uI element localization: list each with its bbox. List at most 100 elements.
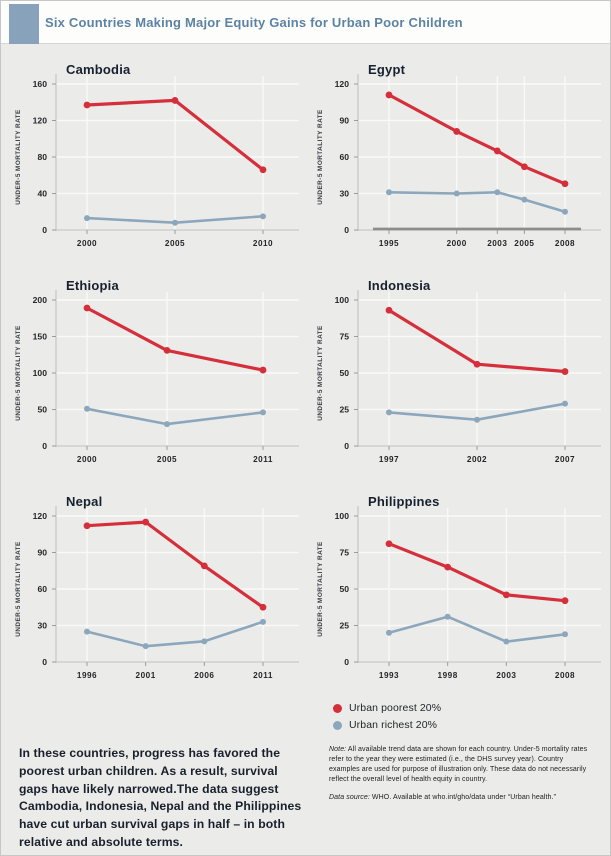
svg-text:2005: 2005: [165, 239, 185, 248]
data-point: [503, 638, 510, 645]
data-point: [385, 306, 393, 314]
svg-text:100: 100: [33, 368, 48, 378]
data-point: [259, 366, 267, 374]
svg-text:90: 90: [37, 548, 47, 558]
svg-text:60: 60: [339, 152, 349, 162]
chart-svg-nepal: Nepal UNDER-5 MORTALITY RATE 0 30 60 90 120 199…: [15, 494, 299, 680]
series-line-richest: [85, 620, 265, 648]
svg-text:80: 80: [37, 152, 47, 162]
svg-text:0: 0: [344, 225, 349, 235]
data-point: [386, 409, 392, 416]
svg-text:Indonesia: Indonesia: [368, 278, 431, 293]
data-point: [502, 591, 510, 599]
data-point: [164, 421, 170, 428]
footer: In these countries, progress has favored…: [1, 731, 610, 852]
svg-text:2000: 2000: [77, 239, 97, 248]
data-point: [561, 597, 569, 605]
chart-ethiopia: Ethiopia UNDER-5 MORTALITY RATE 0 50 100 150 2…: [10, 276, 302, 482]
svg-text:2003: 2003: [496, 671, 516, 680]
svg-text:UNDER-5 MORTALITY RATE: UNDER-5 MORTALITY RATE: [317, 325, 324, 421]
data-point: [561, 180, 569, 188]
data-point: [386, 189, 392, 196]
svg-text:150: 150: [33, 332, 48, 342]
data-point: [562, 400, 568, 407]
chart-svg-cambodia: Cambodia UNDER-5 MORTALITY RATE 0 40 80 120 16…: [15, 62, 299, 248]
data-point: [453, 128, 461, 135]
data-point: [260, 409, 266, 416]
data-point: [83, 522, 91, 530]
data-point: [385, 91, 393, 99]
svg-text:2002: 2002: [467, 455, 487, 464]
legend-label-poorest: Urban poorest 20%: [349, 702, 442, 714]
data-point: [386, 629, 392, 636]
data-point: [260, 213, 266, 220]
svg-text:1995: 1995: [379, 239, 399, 248]
page-title: Six Countries Making Major Equity Gains …: [45, 14, 463, 30]
data-point: [171, 97, 179, 104]
data-point: [84, 628, 90, 635]
svg-text:200: 200: [33, 295, 48, 305]
svg-text:0: 0: [344, 441, 349, 451]
accent-square-icon: [9, 4, 39, 44]
svg-text:2007: 2007: [555, 455, 575, 464]
svg-text:1998: 1998: [438, 671, 458, 680]
data-point: [562, 208, 568, 215]
svg-text:2008: 2008: [555, 239, 575, 248]
summary-text: In these countries, progress has favored…: [19, 746, 302, 850]
svg-text:UNDER-5 MORTALITY RATE: UNDER-5 MORTALITY RATE: [317, 109, 324, 205]
svg-text:2008: 2008: [555, 671, 575, 680]
svg-text:60: 60: [37, 584, 47, 594]
header-bar: Six Countries Making Major Equity Gains …: [1, 1, 610, 44]
svg-text:160: 160: [33, 79, 48, 89]
svg-text:2011: 2011: [253, 671, 273, 680]
data-point: [561, 368, 569, 375]
legend-item-richest: Urban richest 20%: [333, 719, 610, 731]
data-point: [84, 405, 90, 412]
svg-text:120: 120: [33, 116, 48, 126]
data-point: [84, 215, 90, 222]
svg-text:100: 100: [335, 295, 350, 305]
svg-text:Philippines: Philippines: [368, 494, 440, 509]
note-label: Note:: [329, 746, 347, 753]
source-label: Data source:: [329, 793, 370, 801]
series-line-poorest: [387, 542, 567, 603]
svg-text:50: 50: [339, 368, 349, 378]
svg-text:90: 90: [339, 116, 349, 126]
svg-text:Egypt: Egypt: [368, 62, 406, 77]
data-point: [453, 190, 460, 197]
data-point: [142, 518, 150, 526]
svg-text:2011: 2011: [253, 455, 273, 464]
data-point: [201, 638, 208, 645]
svg-text:UNDER-5 MORTALITY RATE: UNDER-5 MORTALITY RATE: [15, 541, 22, 637]
svg-text:2005: 2005: [157, 455, 177, 464]
svg-text:120: 120: [33, 511, 48, 521]
legend-dot-richest-icon: [333, 720, 342, 730]
svg-text:100: 100: [335, 511, 350, 521]
data-point: [444, 613, 451, 620]
svg-text:UNDER-5 MORTALITY RATE: UNDER-5 MORTALITY RATE: [15, 109, 22, 205]
svg-text:0: 0: [42, 657, 47, 667]
data-point: [200, 562, 208, 570]
data-point: [83, 304, 91, 312]
svg-text:40: 40: [37, 189, 47, 199]
svg-text:0: 0: [344, 657, 349, 667]
data-point: [83, 101, 91, 109]
svg-text:2000: 2000: [447, 239, 467, 248]
svg-text:Nepal: Nepal: [66, 494, 102, 509]
svg-text:30: 30: [37, 621, 47, 631]
svg-text:30: 30: [339, 189, 349, 199]
data-point: [172, 219, 178, 226]
svg-text:2010: 2010: [253, 239, 273, 248]
chart-philippines: Philippines UNDER-5 MORTALITY RATE 0 25 50 75…: [312, 492, 604, 698]
svg-text:1997: 1997: [379, 455, 399, 464]
svg-text:75: 75: [339, 332, 349, 342]
svg-text:Ethiopia: Ethiopia: [66, 278, 119, 293]
legend-label-richest: Urban richest 20%: [349, 719, 438, 731]
svg-text:50: 50: [37, 405, 47, 415]
data-point: [142, 643, 149, 650]
legend-item-poorest: Urban poorest 20%: [333, 702, 610, 714]
chart-nepal: Nepal UNDER-5 MORTALITY RATE 0 30 60 90 120 199…: [10, 492, 302, 698]
chart-cambodia: Cambodia UNDER-5 MORTALITY RATE 0 40 80 120 16…: [10, 60, 302, 266]
series-line-richest: [387, 615, 567, 643]
svg-text:2003: 2003: [487, 239, 507, 248]
